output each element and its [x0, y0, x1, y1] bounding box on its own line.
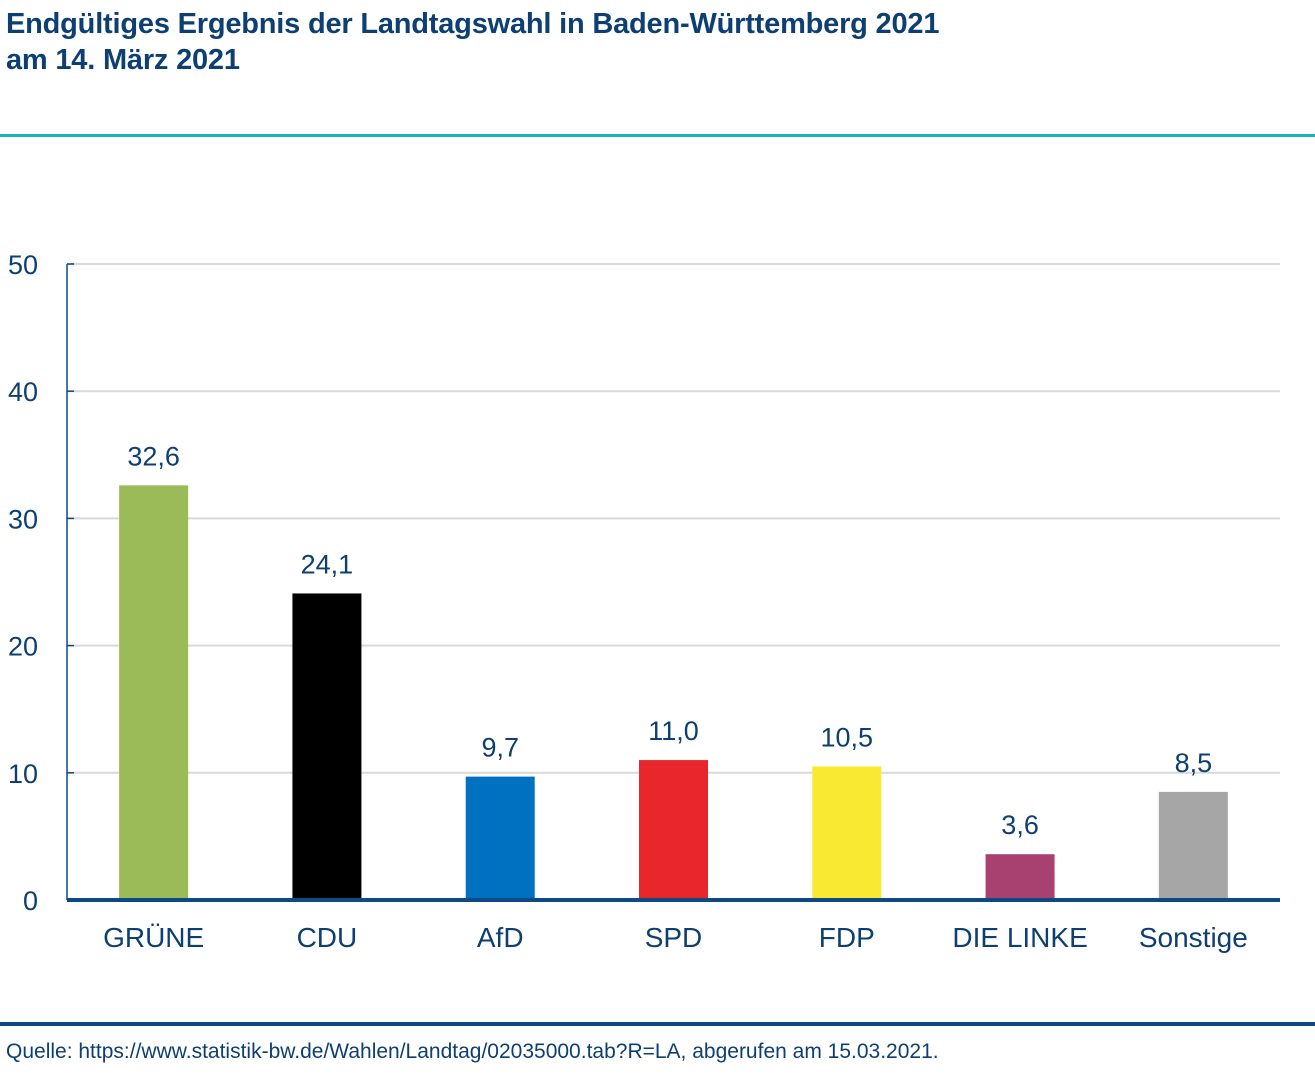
value-label: 11,0: [648, 716, 699, 746]
bar: [465, 776, 535, 900]
gridlines: [67, 263, 1280, 774]
source-note: Quelle: https://www.statistik-bw.de/Wahl…: [6, 1040, 939, 1063]
y-tick-label: 50: [8, 250, 38, 280]
value-label: 10,5: [821, 722, 874, 752]
y-tick-label: 0: [23, 886, 38, 916]
value-label: 8,5: [1175, 748, 1213, 778]
bar: [119, 485, 189, 900]
bar: [292, 593, 362, 900]
bar: [639, 760, 708, 900]
bar: [985, 854, 1055, 900]
y-tick-label: 40: [8, 377, 38, 407]
x-axis-labels: GRÜNE CDU AfD SPD FDP DIE LINKE Sonstige: [103, 922, 1248, 953]
chart-title: Endgültiges Ergebnis der Landtagswahl in…: [6, 6, 939, 78]
x-tick-label: AfD: [477, 922, 524, 953]
x-tick-label: FDP: [819, 922, 875, 953]
bar: [1158, 791, 1228, 900]
value-label: 3,6: [1001, 810, 1039, 840]
x-tick-label: SPD: [645, 922, 703, 953]
chart-title-line-2: am 14. März 2021: [6, 44, 240, 76]
header-divider: [0, 134, 1315, 137]
y-axis-ticks: 0 10 20 30 40 50: [8, 250, 74, 916]
value-labels: 32,6 24,1 9,7 11,0 10,5 3,6 8,5: [127, 441, 1212, 840]
x-tick-label: GRÜNE: [103, 922, 204, 953]
y-tick-label: 20: [8, 632, 38, 662]
bar: [812, 766, 882, 900]
value-label: 24,1: [301, 549, 354, 579]
footer-divider: [0, 1022, 1315, 1026]
chart-title-line-1: Endgültiges Ergebnis der Landtagswahl in…: [6, 8, 940, 40]
value-label: 32,6: [127, 441, 180, 471]
x-tick-label: DIE LINKE: [952, 922, 1087, 953]
y-tick-label: 30: [8, 504, 38, 534]
bars: [119, 485, 1228, 900]
value-label: 9,7: [481, 733, 519, 763]
x-tick-label: CDU: [297, 922, 358, 953]
y-tick-label: 10: [8, 759, 38, 789]
x-tick-label: Sonstige: [1139, 922, 1248, 953]
